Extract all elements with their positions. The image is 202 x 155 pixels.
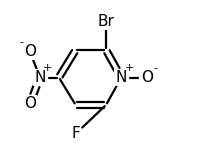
Text: -: - [153,63,157,73]
Text: O: O [140,70,153,85]
Text: N: N [34,70,45,85]
Text: -: - [19,38,23,47]
Text: F: F [71,126,80,141]
Text: +: + [43,63,52,73]
Text: +: + [124,63,133,73]
Text: Br: Br [97,14,114,29]
Text: N: N [115,70,126,85]
Text: O: O [24,96,36,111]
Text: O: O [24,44,36,59]
